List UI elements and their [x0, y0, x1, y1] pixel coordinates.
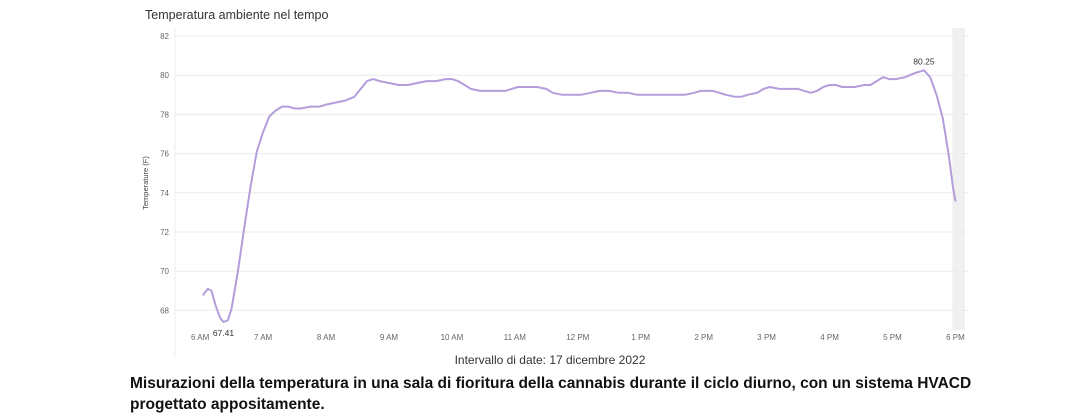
- temperature-line-chart: 68 70 72 74 76 78 80 82 6 AM 7 AM 8 AM 9 AM 10 AM 11…: [141, 28, 968, 358]
- y-tick-label: 80: [160, 71, 169, 80]
- x-tick-label: 2 PM: [694, 333, 713, 342]
- data-label: 80.25: [913, 56, 935, 66]
- x-tick-label: 6 AM: [191, 333, 210, 342]
- y-tick-label: 82: [160, 32, 169, 41]
- y-tick-label: 74: [160, 189, 169, 198]
- y-tick-label: 70: [160, 267, 169, 276]
- x-tick-label: 10 AM: [441, 333, 464, 342]
- temperature-series-line: [202, 69, 957, 323]
- chart-title: Temperatura ambiente nel tempo: [145, 8, 329, 22]
- y-tick-label: 76: [160, 150, 169, 159]
- y-axis-label: Temperature (F): [141, 156, 150, 210]
- y-tick-label: 78: [160, 110, 169, 119]
- x-tick-label: 4 PM: [820, 333, 839, 342]
- x-tick-label: 3 PM: [757, 333, 776, 342]
- x-tick-label: 1 PM: [631, 333, 650, 342]
- x-tick-labels: 6 AM 7 AM 8 AM 9 AM 10 AM 11 AM 12 PM 1 PM 2 PM 3…: [191, 333, 965, 342]
- data-annotations: 67.41 80.25: [213, 56, 935, 338]
- figure-caption: Misurazioni della temperatura in una sal…: [130, 375, 972, 413]
- x-tick-label: 5 PM: [883, 333, 902, 342]
- x-tick-label: 9 AM: [380, 333, 399, 342]
- x-tick-label: 6 PM: [946, 333, 965, 342]
- y-tick-labels: 68 70 72 74 76 78 80 82: [160, 32, 169, 315]
- x-tick-label: 7 AM: [254, 333, 273, 342]
- gridlines: [174, 28, 968, 358]
- x-tick-label: 12 PM: [566, 333, 589, 342]
- y-tick-label: 72: [160, 228, 169, 237]
- x-tick-label: 11 AM: [504, 333, 526, 342]
- y-tick-label: 68: [160, 306, 169, 315]
- shaded-region: [952, 28, 965, 330]
- data-label: 67.41: [213, 328, 235, 338]
- x-tick-label: 8 AM: [317, 333, 336, 342]
- date-range-label: Intervallo di date: 17 dicembre 2022: [454, 353, 646, 367]
